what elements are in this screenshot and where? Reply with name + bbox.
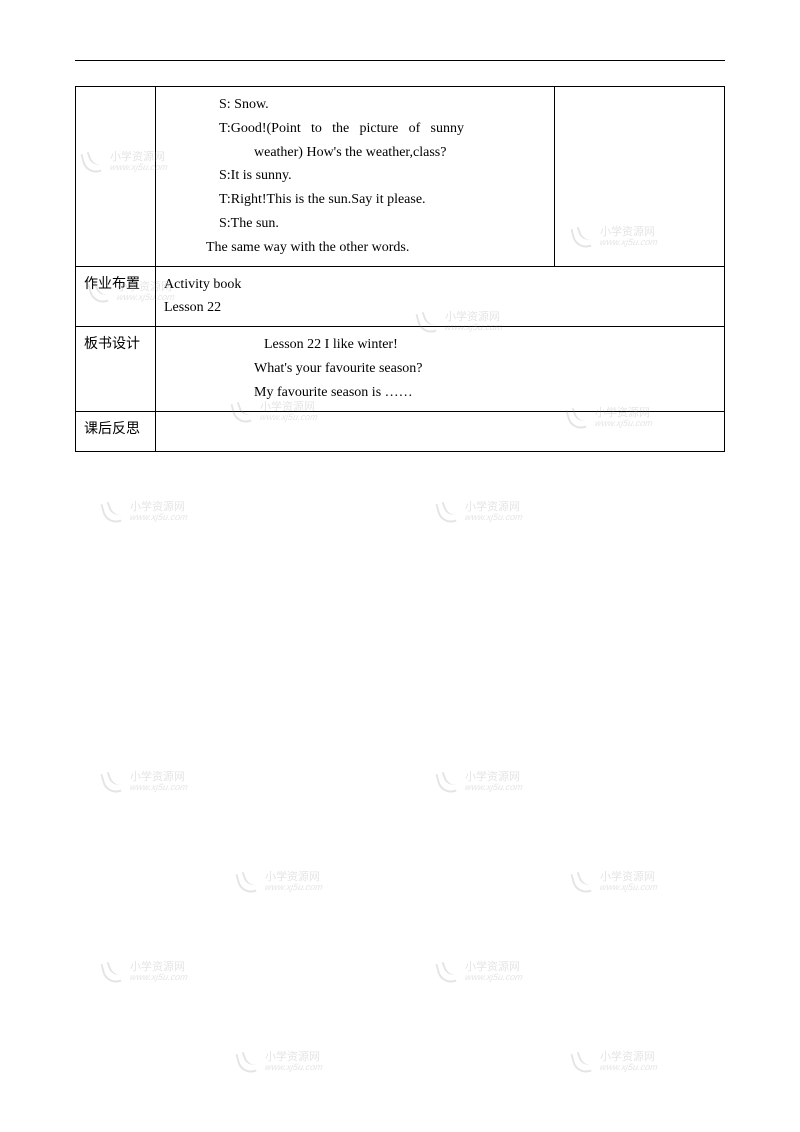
watermark-cn: 小学资源网 xyxy=(465,962,523,973)
watermark-text: 小学资源网www.xj5u.com xyxy=(265,872,323,892)
reflection-label: 课后反思 xyxy=(76,411,156,451)
homework-line: Activity book xyxy=(164,273,716,297)
board-line: Lesson 22 I like winter! xyxy=(164,333,716,357)
watermark-cn: 小学资源网 xyxy=(600,872,658,883)
watermark-cn: 小学资源网 xyxy=(130,962,188,973)
watermark-cn: 小学资源网 xyxy=(265,872,323,883)
empty-cell-1 xyxy=(76,87,156,267)
table-row-content: S: Snow. T:Good!(Point to the picture of… xyxy=(76,87,725,267)
dialogue-line: T:Right!This is the sun.Say it please. xyxy=(164,188,546,212)
watermark-url: www.xj5u.com xyxy=(464,783,523,792)
watermark-url: www.xj5u.com xyxy=(599,1063,658,1072)
watermark-text: 小学资源网www.xj5u.com xyxy=(130,772,188,792)
table-row-reflection: 课后反思 xyxy=(76,411,725,451)
watermark-cn: 小学资源网 xyxy=(465,502,523,513)
watermark-cn: 小学资源网 xyxy=(130,772,188,783)
watermark-stamp: 小学资源网www.xj5u.com xyxy=(430,960,523,984)
watermark-url: www.xj5u.com xyxy=(129,513,188,522)
watermark-url: www.xj5u.com xyxy=(264,1063,323,1072)
watermark-text: 小学资源网www.xj5u.com xyxy=(465,772,523,792)
wing-icon xyxy=(565,870,595,894)
lesson-plan-table: S: Snow. T:Good!(Point to the picture of… xyxy=(75,86,725,452)
watermark-url: www.xj5u.com xyxy=(264,883,323,892)
watermark-stamp: 小学资源网www.xj5u.com xyxy=(95,770,188,794)
board-label: 板书设计 xyxy=(76,327,156,411)
watermark-stamp: 小学资源网www.xj5u.com xyxy=(230,870,323,894)
wing-icon xyxy=(95,770,125,794)
watermark-stamp: 小学资源网www.xj5u.com xyxy=(430,770,523,794)
empty-cell-2 xyxy=(555,87,725,267)
watermark-cn: 小学资源网 xyxy=(465,772,523,783)
watermark-text: 小学资源网www.xj5u.com xyxy=(600,1052,658,1072)
watermark-url: www.xj5u.com xyxy=(464,513,523,522)
wing-icon xyxy=(95,500,125,524)
watermark-text: 小学资源网www.xj5u.com xyxy=(130,962,188,982)
wing-icon xyxy=(430,960,460,984)
wing-icon xyxy=(230,870,260,894)
board-line: What's your favourite season? xyxy=(164,357,716,381)
wing-icon xyxy=(430,770,460,794)
watermark-text: 小学资源网www.xj5u.com xyxy=(265,1052,323,1072)
wing-icon xyxy=(565,1050,595,1074)
wing-icon xyxy=(430,500,460,524)
watermark-cn: 小学资源网 xyxy=(265,1052,323,1063)
watermark-url: www.xj5u.com xyxy=(129,783,188,792)
dialogue-line: S:The sun. xyxy=(164,212,546,236)
watermark-text: 小学资源网www.xj5u.com xyxy=(465,502,523,522)
watermark-cn: 小学资源网 xyxy=(600,1052,658,1063)
homework-content: Activity book Lesson 22 xyxy=(156,266,725,327)
watermark-text: 小学资源网www.xj5u.com xyxy=(600,872,658,892)
board-line: My favourite season is …… xyxy=(164,381,716,405)
top-horizontal-rule xyxy=(75,60,725,61)
wing-icon xyxy=(95,960,125,984)
dialogue-line: The same way with the other words. xyxy=(164,236,546,260)
homework-line: Lesson 22 xyxy=(164,296,716,320)
wing-icon xyxy=(230,1050,260,1074)
dialogue-line: S: Snow. xyxy=(164,93,546,117)
watermark-stamp: 小学资源网www.xj5u.com xyxy=(230,1050,323,1074)
reflection-content xyxy=(156,411,725,451)
dialogue-cell: S: Snow. T:Good!(Point to the picture of… xyxy=(156,87,555,267)
dialogue-line: weather) How's the weather,class? xyxy=(164,141,546,165)
table-row-board: 板书设计 Lesson 22 I like winter! What's you… xyxy=(76,327,725,411)
watermark-url: www.xj5u.com xyxy=(599,883,658,892)
watermark-text: 小学资源网www.xj5u.com xyxy=(465,962,523,982)
homework-label: 作业布置 xyxy=(76,266,156,327)
watermark-url: www.xj5u.com xyxy=(129,973,188,982)
watermark-stamp: 小学资源网www.xj5u.com xyxy=(95,960,188,984)
watermark-cn: 小学资源网 xyxy=(130,502,188,513)
watermark-stamp: 小学资源网www.xj5u.com xyxy=(430,500,523,524)
dialogue-line: S:It is sunny. xyxy=(164,164,546,188)
table-row-homework: 作业布置 Activity book Lesson 22 xyxy=(76,266,725,327)
board-content: Lesson 22 I like winter! What's your fav… xyxy=(156,327,725,411)
watermark-url: www.xj5u.com xyxy=(464,973,523,982)
watermark-stamp: 小学资源网www.xj5u.com xyxy=(565,1050,658,1074)
watermark-stamp: 小学资源网www.xj5u.com xyxy=(565,870,658,894)
watermark-stamp: 小学资源网www.xj5u.com xyxy=(95,500,188,524)
watermark-text: 小学资源网www.xj5u.com xyxy=(130,502,188,522)
dialogue-line: T:Good!(Point to the picture of sunny xyxy=(164,117,464,141)
